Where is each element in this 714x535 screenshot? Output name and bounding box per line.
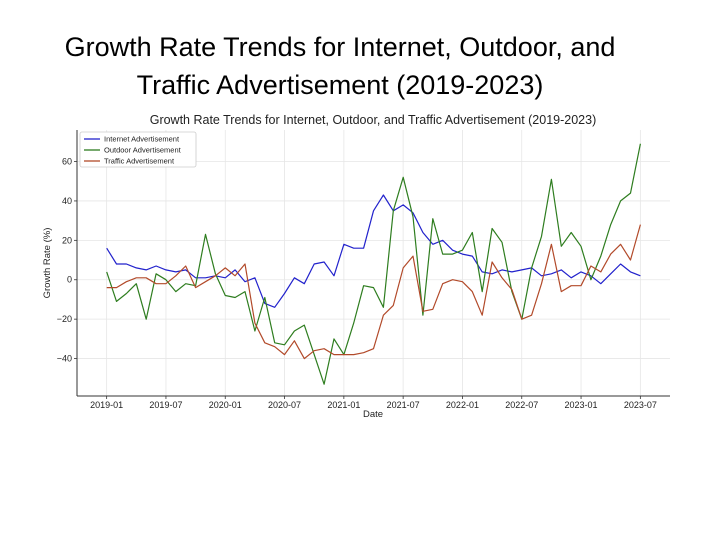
x-tick-label: 2023-07 — [624, 400, 657, 410]
x-tick-label: 2019-07 — [149, 400, 182, 410]
x-tick-label: 2021-07 — [387, 400, 420, 410]
legend: Internet Advertisement Outdoor Advertisem… — [79, 131, 197, 168]
legend-label-traffic-advertisement: Traffic Advertisement — [104, 157, 175, 166]
x-tick-label: 2023-01 — [565, 400, 598, 410]
y-tick-label: 0 — [67, 275, 72, 285]
y-tick-label: −40 — [57, 354, 72, 364]
axes — [74, 130, 670, 399]
legend-label-outdoor-advertisement: Outdoor Advertisement — [104, 146, 182, 155]
x-axis-label: Date — [363, 409, 383, 420]
y-tick-label: 60 — [62, 157, 72, 167]
series-line-internet-advertisement — [106, 194, 641, 308]
tick-labels: −40 −20 0 20 40 60 2019-01 2019-07 2020-01 2020-0… — [57, 157, 657, 410]
slide-title-line-2: Traffic Advertisement (2019-2023) — [136, 70, 544, 100]
series-layer — [106, 143, 641, 385]
x-tick-label: 2020-07 — [268, 400, 301, 410]
series-line-traffic-advertisement — [106, 224, 641, 360]
x-tick-label: 2019-01 — [90, 400, 123, 410]
y-tick-label: −20 — [57, 314, 72, 324]
y-tick-label: 40 — [62, 196, 72, 206]
y-tick-label: 20 — [62, 235, 72, 245]
slide-title-line-1: Growth Rate Trends for Internet, Outdoor… — [64, 32, 616, 62]
legend-box — [79, 131, 197, 168]
x-tick-label: 2022-07 — [505, 400, 538, 410]
slide-title: Growth Rate Trends for Internet, Outdoor… — [0, 28, 680, 104]
x-tick-label: 2022-01 — [446, 400, 479, 410]
series-line-outdoor-advertisement — [106, 143, 641, 385]
chart-title: Growth Rate Trends for Internet, Outdoor… — [150, 113, 597, 127]
x-tick-label: 2020-01 — [209, 400, 242, 410]
x-tick-label: 2021-01 — [327, 400, 360, 410]
grid-lines — [77, 130, 670, 396]
legend-label-internet-advertisement: Internet Advertisement — [104, 135, 180, 144]
y-axis-label: Growth Rate (%) — [42, 228, 53, 299]
